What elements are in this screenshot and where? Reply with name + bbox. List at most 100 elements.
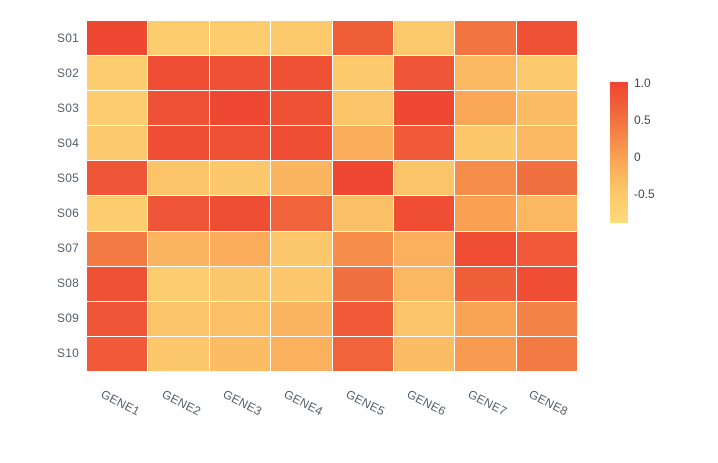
heatmap-cell-S02-GENE6[interactable] (393, 56, 455, 91)
heatmap-cell-S02-GENE4[interactable] (271, 56, 332, 91)
heatmap-cell-S08-GENE4[interactable] (271, 266, 332, 301)
x-tick-label-GENE8: GENE8 (527, 387, 571, 419)
heatmap-cell-S07-GENE6[interactable] (393, 231, 455, 266)
y-tick-label-S02: S02 (57, 66, 79, 80)
heatmap-cell-S09-GENE5[interactable] (332, 301, 393, 336)
heatmap-cell-S06-GENE5[interactable] (332, 196, 393, 231)
heatmap-cell-S07-GENE4[interactable] (271, 231, 332, 266)
heatmap-cell-S07-GENE2[interactable] (148, 231, 209, 266)
heatmap-cell-S03-GENE2[interactable] (148, 91, 209, 126)
heatmap-cell-S02-GENE3[interactable] (209, 56, 271, 91)
y-tick-label-S08: S08 (57, 276, 79, 290)
heatmap-cell-S10-GENE8[interactable] (516, 336, 577, 371)
y-tick-label-S03: S03 (57, 101, 79, 115)
heatmap-cell-S05-GENE4[interactable] (271, 161, 332, 196)
heatmap-cell-S05-GENE2[interactable] (148, 161, 209, 196)
heatmap-cell-S08-GENE5[interactable] (332, 266, 393, 301)
heatmap-cell-S08-GENE2[interactable] (148, 266, 209, 301)
colorbar-gradient (610, 82, 628, 223)
heatmap-cell-S09-GENE8[interactable] (516, 301, 577, 336)
heatmap-cell-S04-GENE7[interactable] (455, 126, 516, 161)
heatmap-cell-S04-GENE8[interactable] (516, 126, 577, 161)
heatmap-cell-S09-GENE3[interactable] (209, 301, 271, 336)
heatmap-cell-S05-GENE3[interactable] (209, 161, 271, 196)
heatmap-cell-S01-GENE8[interactable] (516, 21, 577, 56)
x-tick-label-GENE5: GENE5 (343, 387, 387, 419)
heatmap-cell-S08-GENE6[interactable] (393, 266, 455, 301)
y-tick-label-S04: S04 (57, 136, 79, 150)
heatmap-cell-S08-GENE7[interactable] (455, 266, 516, 301)
heatmap-cell-S01-GENE2[interactable] (148, 21, 209, 56)
heatmap-cell-S07-GENE8[interactable] (516, 231, 577, 266)
heatmap-cell-S01-GENE6[interactable] (393, 21, 455, 56)
heatmap-cell-S01-GENE3[interactable] (209, 21, 271, 56)
heatmap-cell-S03-GENE4[interactable] (271, 91, 332, 126)
heatmap-cell-S03-GENE3[interactable] (209, 91, 271, 126)
y-axis-tick-labels: S01 S02 S03 S04 S05 S06 S07 S08 S09 S10 (0, 21, 79, 371)
colorbar-tick-label-0.5: 0.5 (634, 113, 651, 128)
heatmap-cell-S04-GENE4[interactable] (271, 126, 332, 161)
heatmap-cell-S04-GENE2[interactable] (148, 126, 209, 161)
heatmap-cell-S06-GENE1[interactable] (87, 196, 148, 231)
heatmap-cell-S02-GENE2[interactable] (148, 56, 209, 91)
heatmap-cell-S10-GENE4[interactable] (271, 336, 332, 371)
heatmap-cell-S05-GENE5[interactable] (332, 161, 393, 196)
heatmap-cell-S08-GENE3[interactable] (209, 266, 271, 301)
heatmap-cell-S04-GENE3[interactable] (209, 126, 271, 161)
heatmap-cell-S01-GENE1[interactable] (87, 21, 148, 56)
heatmap-cell-S03-GENE5[interactable] (332, 91, 393, 126)
heatmap-cell-S02-GENE5[interactable] (332, 56, 393, 91)
heatmap-cell-S06-GENE8[interactable] (516, 196, 577, 231)
heatmap-cell-S02-GENE8[interactable] (516, 56, 577, 91)
colorbar-tick-label-0: 0 (634, 150, 641, 165)
heatmap-cell-S10-GENE7[interactable] (455, 336, 516, 371)
heatmap-cell-S03-GENE6[interactable] (393, 91, 455, 126)
heatmap-cell-S08-GENE8[interactable] (516, 266, 577, 301)
x-tick-label-GENE4: GENE4 (282, 387, 326, 419)
heatmap-cell-S09-GENE6[interactable] (393, 301, 455, 336)
heatmap-cell-S05-GENE6[interactable] (393, 161, 455, 196)
heatmap-cell-S03-GENE8[interactable] (516, 91, 577, 126)
y-tick-label-S10: S10 (57, 346, 79, 360)
heatmap-cell-S01-GENE7[interactable] (455, 21, 516, 56)
heatmap-cell-S06-GENE3[interactable] (209, 196, 271, 231)
heatmap-plot-area[interactable] (87, 21, 577, 371)
heatmap-cell-S07-GENE1[interactable] (87, 231, 148, 266)
heatmap-cell-S05-GENE8[interactable] (516, 161, 577, 196)
heatmap-cell-S03-GENE7[interactable] (455, 91, 516, 126)
heatmap-cell-S06-GENE6[interactable] (393, 196, 455, 231)
heatmap-cell-S10-GENE2[interactable] (148, 336, 209, 371)
heatmap-cell-S07-GENE5[interactable] (332, 231, 393, 266)
heatmap-cell-S05-GENE1[interactable] (87, 161, 148, 196)
heatmap-cell-S02-GENE1[interactable] (87, 56, 148, 91)
heatmap-cell-S09-GENE4[interactable] (271, 301, 332, 336)
heatmap-cell-S07-GENE7[interactable] (455, 231, 516, 266)
x-tick-label-GENE7: GENE7 (465, 387, 510, 419)
heatmap-cell-S09-GENE1[interactable] (87, 301, 148, 336)
heatmap-cell-S04-GENE1[interactable] (87, 126, 148, 161)
heatmap-cell-S01-GENE4[interactable] (271, 21, 332, 56)
heatmap-cell-S04-GENE6[interactable] (393, 126, 455, 161)
heatmap-cell-S06-GENE2[interactable] (148, 196, 209, 231)
y-tick-label-S07: S07 (57, 241, 79, 255)
heatmap-cell-S08-GENE1[interactable] (87, 266, 148, 301)
heatmap-cell-S02-GENE7[interactable] (455, 56, 516, 91)
heatmap-cell-S03-GENE1[interactable] (87, 91, 148, 126)
heatmap-cell-S05-GENE7[interactable] (455, 161, 516, 196)
heatmap-cell-S09-GENE2[interactable] (148, 301, 209, 336)
heatmap-cell-S10-GENE6[interactable] (393, 336, 455, 371)
colorbar-tick-label--0.5: -0.5 (634, 187, 655, 202)
y-tick-label-S06: S06 (57, 206, 79, 220)
x-tick-label-GENE1: GENE1 (98, 387, 142, 419)
heatmap-cell-S06-GENE7[interactable] (455, 196, 516, 231)
heatmap-cell-S10-GENE1[interactable] (87, 336, 148, 371)
heatmap-cell-S10-GENE5[interactable] (332, 336, 393, 371)
heatmap-cell-S04-GENE5[interactable] (332, 126, 393, 161)
heatmap-cell-S10-GENE3[interactable] (209, 336, 271, 371)
colorbar-tick-label-1.0: 1.0 (634, 76, 651, 90)
heatmap-cell-S01-GENE5[interactable] (332, 21, 393, 56)
heatmap-cell-S07-GENE3[interactable] (209, 231, 271, 266)
heatmap-cell-S06-GENE4[interactable] (271, 196, 332, 231)
heatmap-cell-S09-GENE7[interactable] (455, 301, 516, 336)
